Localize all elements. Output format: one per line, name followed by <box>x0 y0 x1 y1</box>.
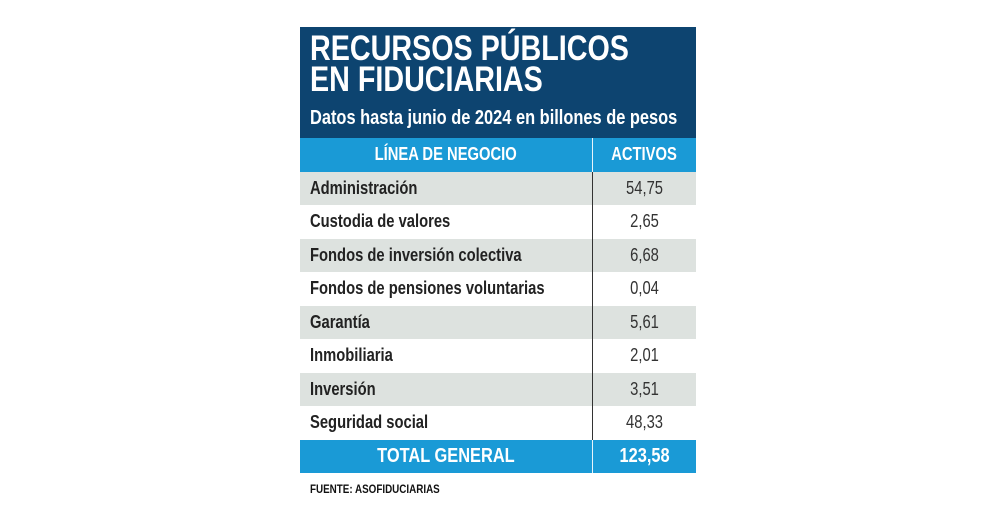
assets-value: 48,33 <box>626 412 663 433</box>
business-line-cell: Inmobiliaria <box>300 339 593 373</box>
table-header: LÍNEA DE NEGOCIO ACTIVOS <box>300 138 696 172</box>
table-row: Fondos de pensiones voluntarias 0,04 <box>300 272 696 306</box>
column-header-business-line: LÍNEA DE NEGOCIO <box>300 138 593 172</box>
title-block: RECURSOS PÚBLICOS EN FIDUCIARIAS Datos h… <box>300 27 696 138</box>
assets-cell: 3,51 <box>593 373 696 407</box>
business-line-cell: Administración <box>300 171 593 205</box>
business-line-text: Fondos de pensiones voluntarias <box>310 278 545 299</box>
total-row: TOTAL GENERAL 123,58 <box>300 439 696 474</box>
assets-cell: 2,65 <box>593 205 696 239</box>
assets-value: 5,61 <box>630 311 659 332</box>
table-row: Inmobiliaria 2,01 <box>300 339 696 373</box>
business-line-text: Custodia de valores <box>310 211 451 232</box>
assets-value: 2,65 <box>630 211 659 232</box>
assets-value: 2,01 <box>630 345 659 366</box>
business-line-cell: Fondos de pensiones voluntarias <box>300 272 593 306</box>
infographic-table: RECURSOS PÚBLICOS EN FIDUCIARIAS Datos h… <box>300 27 696 473</box>
assets-cell: 54,75 <box>593 172 696 206</box>
total-value: 123,58 <box>593 440 696 474</box>
table-row: Garantía 5,61 <box>300 305 696 340</box>
table-row: Administración 54,75 <box>300 171 696 206</box>
subtitle: Datos hasta junio de 2024 en billones de… <box>310 107 758 130</box>
assets-cell: 5,61 <box>593 306 696 340</box>
total-label: TOTAL GENERAL <box>300 439 593 473</box>
assets-cell: 6,68 <box>593 239 696 273</box>
business-line-cell: Seguridad social <box>300 406 593 440</box>
table-row: Seguridad social 48,33 <box>300 406 696 440</box>
assets-cell: 2,01 <box>593 339 696 373</box>
assets-value: 54,75 <box>626 177 663 198</box>
business-line-cell: Fondos de inversión colectiva <box>300 238 593 272</box>
column-header-assets: ACTIVOS <box>593 138 696 172</box>
source-text: FUENTE: ASOFIDUCIARIAS <box>310 482 440 496</box>
assets-value: 0,04 <box>630 278 659 299</box>
business-line-cell: Inversión <box>300 372 593 406</box>
assets-cell: 0,04 <box>593 272 696 306</box>
subtitle-text: Datos hasta junio de 2024 en billones de… <box>310 107 678 129</box>
column-header-text: LÍNEA DE NEGOCIO <box>374 144 518 165</box>
total-value-text: 123,58 <box>619 444 670 467</box>
business-line-cell: Garantía <box>300 305 593 339</box>
table-row: Custodia de valores 2,65 <box>300 205 696 239</box>
title-line-1: RECURSOS PÚBLICOS <box>310 29 629 68</box>
assets-cell: 48,33 <box>593 406 696 440</box>
title-line-2: EN FIDUCIARIAS <box>310 60 543 99</box>
business-line-text: Inversión <box>310 378 376 399</box>
business-line-text: Garantía <box>310 311 370 332</box>
business-line-text: Seguridad social <box>310 412 429 433</box>
assets-value: 3,51 <box>630 378 659 399</box>
business-line-text: Fondos de inversión colectiva <box>310 244 522 265</box>
table-row: Fondos de inversión colectiva 6,68 <box>300 238 696 273</box>
column-header-text: ACTIVOS <box>611 144 678 165</box>
assets-value: 6,68 <box>630 244 659 265</box>
table-row: Inversión 3,51 <box>300 372 696 407</box>
table-body: Administración 54,75 Custodia de valores 2,… <box>300 171 696 440</box>
total-label-text: TOTAL GENERAL <box>377 444 515 467</box>
source-note: FUENTE: ASOFIDUCIARIAS <box>310 482 468 496</box>
business-line-text: Administración <box>310 177 418 198</box>
business-line-text: Inmobiliaria <box>310 345 393 366</box>
business-line-cell: Custodia de valores <box>300 205 593 239</box>
title: RECURSOS PÚBLICOS EN FIDUCIARIAS <box>310 29 699 99</box>
